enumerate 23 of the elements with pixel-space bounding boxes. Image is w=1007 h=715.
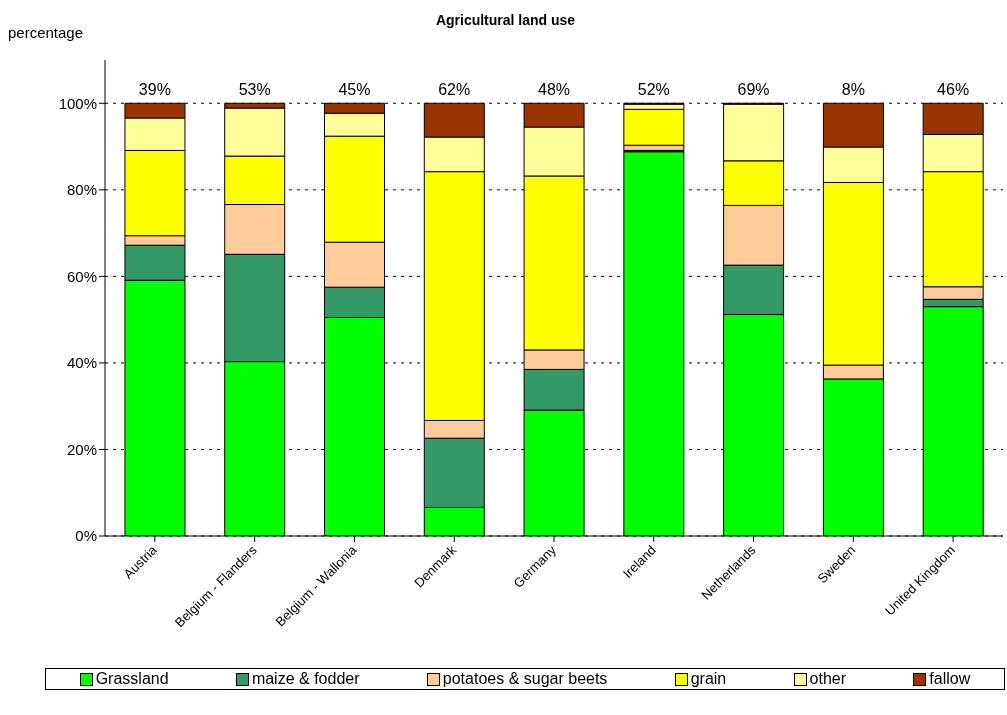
annotation: 69%	[737, 81, 770, 99]
y-tick-label: 80%	[66, 181, 97, 199]
legend-label: potatoes & sugar beets	[441, 670, 608, 688]
annotation: 62%	[438, 81, 471, 99]
annotation: 52%	[637, 81, 670, 99]
annotation: 39%	[138, 81, 171, 99]
y-tick-label: 100%	[58, 94, 97, 112]
annotation: 46%	[937, 81, 970, 99]
y-tick-label: 40%	[66, 354, 97, 372]
legend-label: Grassland	[94, 670, 169, 688]
annotation: 45%	[338, 81, 371, 99]
legend-label: fallow	[928, 670, 971, 688]
legend-label: grain	[689, 670, 727, 688]
annotation: 48%	[537, 81, 571, 99]
chart-title: Agricultural land use	[435, 12, 576, 28]
y-tick-label: 20%	[66, 440, 97, 458]
annotation: 53%	[238, 81, 271, 99]
y-tick-label: 0%	[75, 527, 97, 545]
annotation: 8%	[841, 81, 865, 99]
y-tick-label: 60%	[66, 267, 97, 285]
legend-label: other	[808, 670, 847, 688]
legend-label: maize & fodder	[250, 670, 360, 688]
y-axis-title: percentage	[8, 24, 84, 41]
